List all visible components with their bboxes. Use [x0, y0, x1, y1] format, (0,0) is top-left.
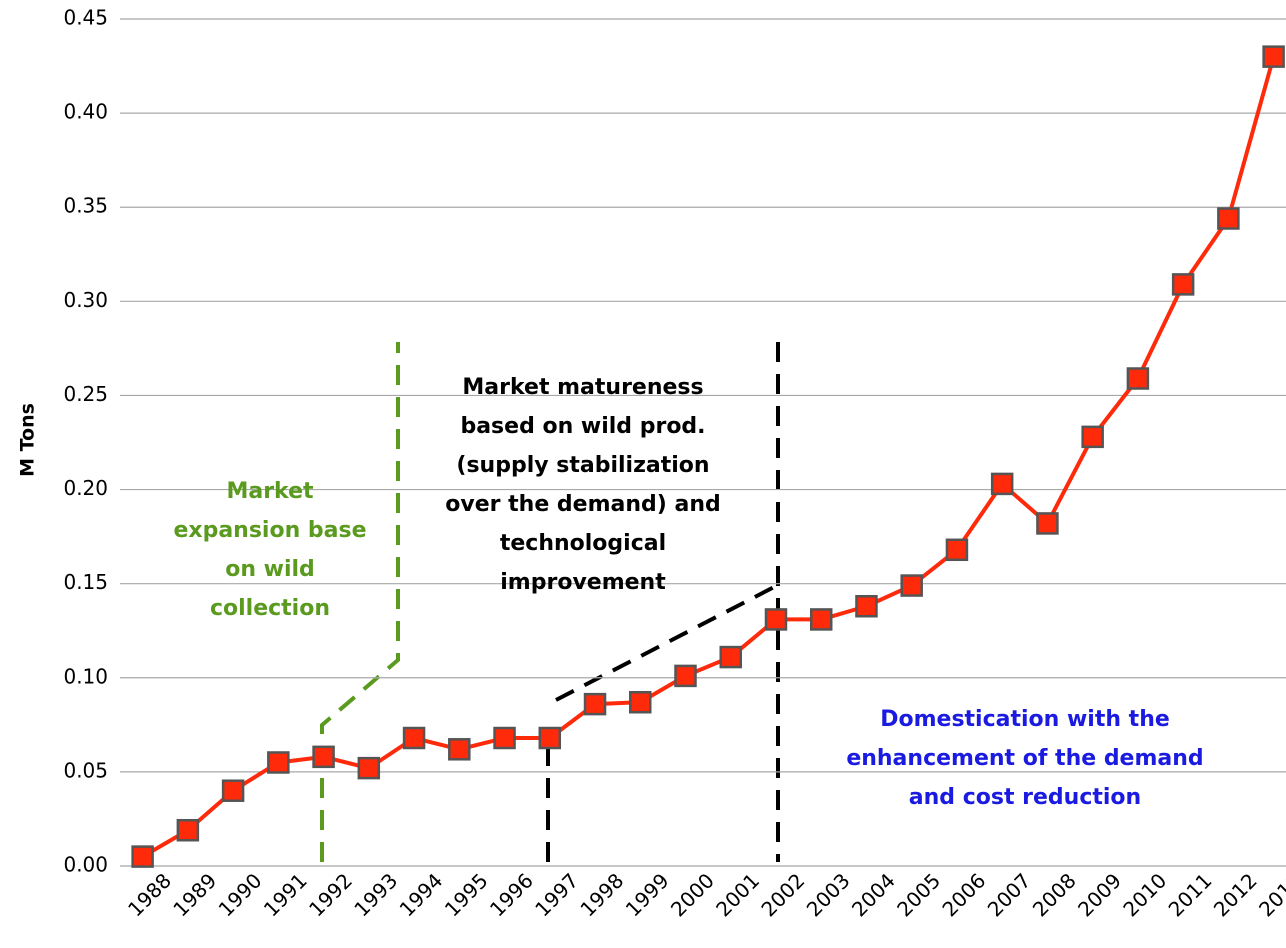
- marker: [357, 756, 381, 780]
- x-tick-label: 1994: [395, 868, 448, 921]
- marker: [764, 608, 788, 631]
- annotation-text: over the demand) and: [445, 492, 720, 517]
- black-trend: [555, 583, 779, 702]
- y-tick-label: 0.40: [63, 100, 108, 124]
- marker: [900, 574, 923, 597]
- marker: [1081, 425, 1104, 449]
- marker: [493, 726, 516, 750]
- y-tick-label: 0.10: [63, 664, 108, 688]
- annotation-text: on wild: [225, 557, 315, 582]
- marker: [1262, 45, 1285, 68]
- x-tick-label: 2011: [1164, 868, 1217, 921]
- x-tick-label: 1993: [349, 868, 402, 921]
- x-tick-label: 2002: [756, 868, 809, 921]
- y-tick-label: 0.25: [63, 382, 108, 406]
- y-tick-label: 0.45: [63, 6, 108, 30]
- x-tick-label: 1998: [575, 868, 628, 921]
- green-bracket: [320, 342, 400, 862]
- x-tick-label: 1989: [168, 868, 221, 921]
- x-tick-label: 1996: [485, 868, 538, 921]
- annotation-text: collection: [210, 596, 330, 621]
- x-tick-label: 2010: [1118, 868, 1171, 921]
- y-axis-label: M Tons: [17, 403, 39, 477]
- x-tick-label: 2013: [1254, 868, 1286, 921]
- x-tick-label: 2003: [802, 868, 855, 921]
- x-tick-label: 1991: [259, 868, 312, 921]
- marker: [448, 738, 471, 761]
- x-tick-label: 1997: [530, 868, 583, 921]
- x-tick-label: 2006: [937, 868, 990, 921]
- x-tick-label: 1992: [304, 868, 357, 921]
- marker: [945, 538, 969, 562]
- x-tick-label: 2007: [983, 868, 1036, 921]
- annotation-text: Market matureness: [462, 375, 703, 400]
- marker: [312, 745, 335, 769]
- annotation-text: based on wild prod.: [460, 414, 705, 439]
- y-tick-label: 0.20: [63, 476, 108, 500]
- marker: [1171, 273, 1195, 296]
- y-tick-label: 0.05: [63, 758, 108, 782]
- x-tick-label: 2001: [711, 868, 764, 921]
- x-tick-label: 2000: [666, 868, 719, 921]
- y-tick-label: 0.15: [63, 570, 108, 594]
- marker: [674, 664, 697, 688]
- x-tick-label: 2009: [1073, 868, 1126, 921]
- marker: [1126, 367, 1150, 390]
- annotation-text: Domestication with the: [880, 707, 1170, 732]
- marker: [719, 645, 742, 669]
- marker: [855, 595, 878, 618]
- annotation-text: enhancement of the demand: [846, 746, 1203, 771]
- marker: [538, 726, 562, 750]
- x-tick-label: 1999: [621, 868, 674, 921]
- annotation-text: technological: [500, 531, 666, 556]
- marker: [131, 845, 154, 868]
- annotation-text: and cost reduction: [909, 785, 1141, 810]
- y-tick-label: 0.30: [63, 288, 108, 312]
- marker: [267, 751, 290, 774]
- y-tick-label: 0.00: [63, 853, 108, 877]
- annotation-text: expansion base: [173, 518, 366, 543]
- x-tick-label: 1990: [214, 868, 267, 921]
- annotation-text: (supply stabilization: [456, 453, 709, 478]
- marker: [583, 692, 607, 716]
- marker: [221, 779, 245, 802]
- marker: [629, 690, 652, 714]
- marker: [176, 818, 200, 842]
- x-tick-label: 2004: [847, 868, 900, 921]
- x-tick-label: 1995: [440, 868, 493, 921]
- x-tick-label: 2012: [1209, 868, 1262, 921]
- x-tick-label: 2005: [892, 868, 945, 921]
- x-tick-label: 1988: [123, 868, 176, 921]
- marker: [1036, 512, 1059, 535]
- marker: [809, 608, 833, 631]
- marker: [990, 472, 1014, 496]
- x-tick-label: 2008: [1028, 868, 1081, 921]
- marker: [402, 726, 426, 750]
- annotation-text: Market: [226, 479, 314, 504]
- marker: [1217, 207, 1240, 230]
- y-tick-label: 0.35: [63, 194, 108, 218]
- annotation-lines: [320, 342, 780, 862]
- annotation-text: improvement: [500, 570, 666, 595]
